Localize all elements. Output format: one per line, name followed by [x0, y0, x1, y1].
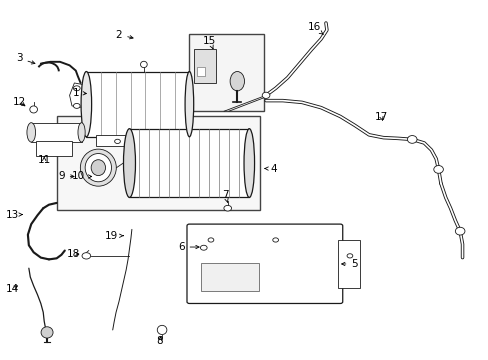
Bar [36, 141, 72, 156]
Text: 7: 7 [222, 190, 228, 203]
Ellipse shape [78, 123, 85, 142]
Ellipse shape [244, 129, 254, 198]
Bar [57, 117, 260, 210]
Ellipse shape [230, 72, 244, 91]
Ellipse shape [73, 103, 80, 108]
Ellipse shape [82, 253, 90, 259]
Ellipse shape [114, 139, 120, 144]
Bar [196, 67, 205, 76]
Bar [201, 263, 258, 291]
Text: 4: 4 [264, 164, 276, 174]
Text: 19: 19 [104, 231, 123, 241]
Ellipse shape [454, 227, 464, 235]
Ellipse shape [140, 61, 147, 68]
Text: 16: 16 [307, 22, 323, 35]
Bar [96, 135, 139, 145]
Text: 2: 2 [115, 30, 133, 40]
Text: 17: 17 [374, 112, 387, 122]
Ellipse shape [272, 238, 278, 242]
Ellipse shape [123, 129, 135, 198]
Text: 8: 8 [156, 336, 163, 346]
Ellipse shape [85, 153, 111, 182]
Text: 11: 11 [38, 154, 51, 165]
Ellipse shape [224, 206, 231, 211]
Text: 15: 15 [203, 36, 216, 49]
Text: 3: 3 [16, 53, 35, 64]
Ellipse shape [262, 92, 269, 98]
Text: 14: 14 [6, 284, 19, 294]
Ellipse shape [184, 72, 193, 137]
Ellipse shape [81, 72, 91, 137]
Ellipse shape [41, 327, 53, 338]
FancyBboxPatch shape [186, 224, 342, 303]
Ellipse shape [30, 106, 38, 113]
Bar [189, 33, 263, 111]
Bar [194, 49, 215, 83]
Ellipse shape [407, 136, 416, 143]
Ellipse shape [80, 149, 116, 186]
Ellipse shape [91, 160, 105, 176]
Ellipse shape [208, 238, 213, 242]
Text: 6: 6 [178, 242, 199, 252]
Text: 12: 12 [13, 97, 26, 107]
Bar [31, 123, 81, 142]
Ellipse shape [73, 86, 80, 91]
Bar [129, 129, 249, 198]
Ellipse shape [346, 254, 352, 258]
Ellipse shape [433, 166, 443, 173]
Text: 18: 18 [67, 249, 80, 259]
Text: 5: 5 [341, 259, 357, 269]
Ellipse shape [157, 325, 166, 334]
Text: 10: 10 [72, 171, 91, 181]
Bar [337, 240, 359, 288]
Text: 9: 9 [58, 171, 74, 181]
Ellipse shape [27, 123, 36, 142]
Ellipse shape [200, 245, 207, 250]
Bar [86, 72, 189, 137]
Text: 13: 13 [6, 210, 22, 220]
Text: 1: 1 [72, 88, 86, 98]
